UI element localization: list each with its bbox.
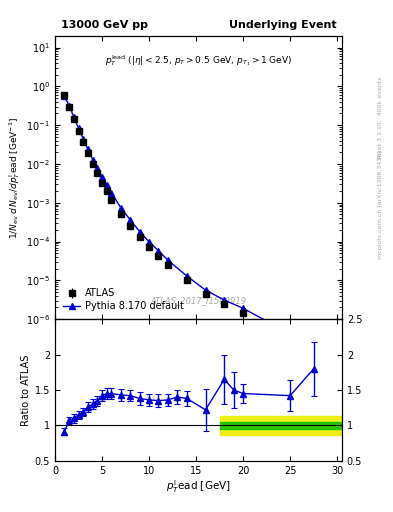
Text: $p_T^{\mathrm{lead}}$ ($|\eta| < 2.5$, $p_T > 0.5$ GeV, $p_{T_1} > 1$ GeV): $p_T^{\mathrm{lead}}$ ($|\eta| < 2.5$, $…	[105, 53, 292, 68]
Legend: ATLAS, Pythia 8.170 default: ATLAS, Pythia 8.170 default	[60, 286, 187, 314]
Text: Underlying Event: Underlying Event	[229, 20, 336, 30]
X-axis label: $p_T^{\mathrm{l}}$ead [GeV]: $p_T^{\mathrm{l}}$ead [GeV]	[166, 478, 231, 495]
Text: 13000 GeV pp: 13000 GeV pp	[61, 20, 148, 30]
Text: Rivet 3.1.10,  400k events: Rivet 3.1.10, 400k events	[378, 76, 383, 159]
Y-axis label: Ratio to ATLAS: Ratio to ATLAS	[20, 354, 31, 425]
Text: ATLAS_2017_I1509919: ATLAS_2017_I1509919	[151, 296, 246, 305]
Text: mcplots.cern.ch [arXiv:1306.3436]: mcplots.cern.ch [arXiv:1306.3436]	[378, 151, 383, 259]
Y-axis label: $1/N_{\mathrm{ev}}\; d\,N_{\mathrm{ev}}/dp_T^{\mathrm{l}}$ead [GeV$^{-1}$]: $1/N_{\mathrm{ev}}\; d\,N_{\mathrm{ev}}/…	[7, 116, 22, 239]
